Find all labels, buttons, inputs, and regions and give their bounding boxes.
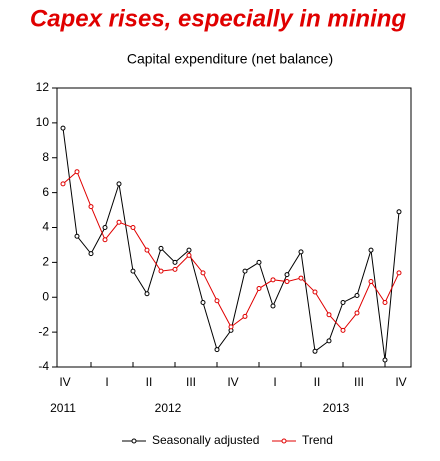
series-marker — [284, 272, 290, 278]
series-marker — [340, 299, 346, 305]
y-tick-label: 6 — [42, 185, 49, 199]
series-marker — [368, 279, 374, 285]
series-marker — [312, 289, 318, 295]
series-marker — [102, 225, 108, 230]
legend-marker — [281, 438, 287, 444]
y-tick-label: 2 — [42, 255, 49, 269]
series-marker — [354, 293, 360, 299]
series-marker — [396, 209, 402, 215]
series-line — [62, 170, 400, 332]
y-tick-label: 10 — [36, 115, 50, 129]
series-marker — [270, 303, 276, 309]
y-tick-label: 12 — [36, 80, 50, 94]
y-tick-label: -2 — [38, 324, 49, 338]
y-tick-label: -4 — [38, 359, 49, 373]
series-marker — [256, 286, 262, 292]
series-marker — [186, 252, 192, 258]
y-tick-label: 4 — [42, 220, 49, 234]
series-marker — [130, 225, 136, 230]
series-marker — [256, 259, 262, 265]
series-marker — [144, 247, 150, 253]
x-tick-label: I — [273, 375, 276, 389]
series-marker — [340, 327, 346, 333]
x-tick-label: IV — [395, 375, 406, 389]
series-marker — [382, 299, 388, 305]
series-marker — [270, 277, 276, 283]
chart-title: Capex rises, especially in mining — [30, 5, 407, 32]
x-tick-label: III — [354, 375, 364, 389]
series-marker — [214, 298, 220, 304]
series-marker — [298, 249, 304, 255]
legend-label: Trend — [302, 433, 333, 447]
series-marker — [396, 270, 402, 276]
series-marker — [102, 237, 108, 243]
series-marker — [228, 324, 234, 330]
series-marker — [200, 270, 206, 276]
series-marker — [214, 347, 220, 353]
series-marker — [172, 259, 178, 265]
series-marker — [88, 204, 94, 210]
series-marker — [158, 245, 164, 251]
series-marker — [354, 310, 360, 316]
series-marker — [326, 338, 332, 344]
series-marker — [312, 348, 318, 354]
series-marker — [172, 266, 178, 272]
series-marker — [242, 313, 248, 319]
series-marker — [144, 291, 150, 297]
series-marker — [158, 268, 164, 274]
year-label: 2011 — [50, 401, 76, 415]
y-tick-label: 8 — [42, 150, 49, 164]
series-marker — [200, 299, 206, 305]
series-marker — [326, 312, 332, 318]
year-label: 2013 — [323, 401, 350, 415]
series-marker — [186, 247, 192, 253]
series-marker — [382, 357, 388, 363]
series-marker — [130, 268, 136, 274]
y-tick-label: 0 — [42, 289, 49, 303]
x-tick-label: II — [314, 375, 321, 389]
series-marker — [116, 219, 122, 225]
year-label: 2012 — [155, 401, 182, 415]
series-marker — [368, 247, 374, 253]
legend-label: Seasonally adjusted — [152, 433, 259, 447]
series-marker — [74, 233, 80, 239]
series-marker — [60, 125, 66, 131]
legend-marker — [131, 438, 137, 444]
x-tick-label: III — [186, 375, 196, 389]
chart-subtitle: Capital expenditure (net balance) — [127, 51, 333, 67]
series-marker — [242, 268, 248, 274]
series-marker — [284, 279, 290, 285]
x-tick-label: I — [105, 375, 108, 389]
x-tick-label: IV — [227, 375, 238, 389]
series-marker — [88, 251, 94, 257]
x-tick-label: IV — [59, 375, 70, 389]
series-marker — [116, 181, 122, 187]
series-marker — [60, 181, 66, 187]
series-marker — [74, 169, 80, 175]
series-marker — [298, 275, 304, 281]
x-tick-label: II — [146, 375, 153, 389]
